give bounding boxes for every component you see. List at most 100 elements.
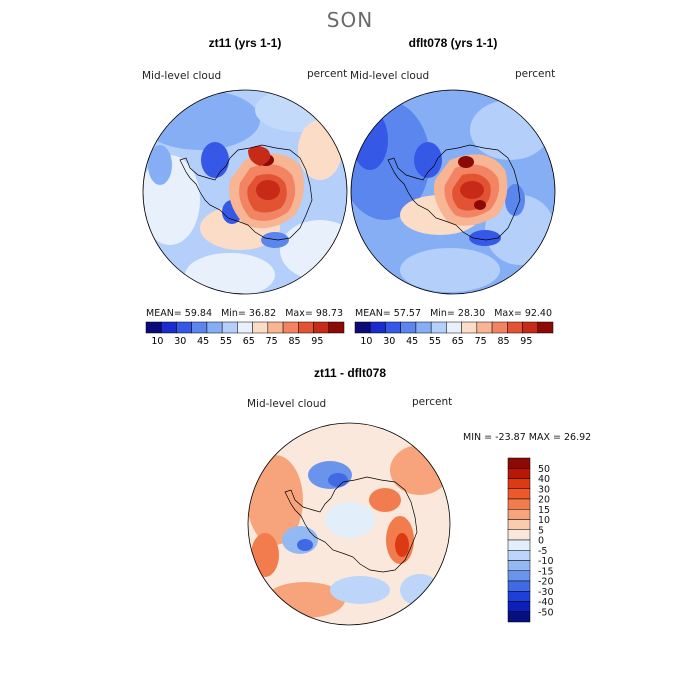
panel1-colorbar-swatch	[176, 321, 192, 334]
panel2-colorbar: 10 30 45 55 65 75 85 95	[354, 321, 554, 347]
panel1-max-value: 98.73	[315, 308, 344, 319]
panel1-variable-label: Mid-level cloud	[142, 70, 222, 82]
panel2-colorbar-tick-label: 85	[497, 336, 509, 347]
panel3-colorbar-swatch	[507, 498, 531, 510]
panel1-min-value: 36.82	[248, 308, 277, 319]
panel3-colorbar-tick-label: 50	[538, 464, 550, 475]
panel2-colorbar-tick-label: 65	[452, 336, 464, 347]
panel1-stats: MEAN= 59.84 Min= 36.82 Max= 98.73	[146, 308, 344, 319]
panel1-colorbar-swatch	[328, 321, 345, 334]
panel2-colorbar-tick-label: 45	[406, 336, 418, 347]
panel2-map-border	[350, 89, 556, 295]
panel3-map	[248, 423, 450, 625]
panel2-colorbar-swatch	[385, 321, 401, 334]
panel3-units-label: percent	[412, 396, 453, 408]
panel2-colorbar-swatch	[430, 321, 447, 334]
panel3-colorbar-tick-label: -15	[538, 566, 554, 577]
panel2-colorbar-swatch	[446, 321, 462, 334]
panel2-colorbar-tick-label: 95	[520, 336, 532, 347]
panel1-colorbar-swatch	[145, 321, 162, 334]
panel2-variable-label: Mid-level cloud	[350, 70, 430, 82]
panel3-min-value: -23.87	[495, 432, 526, 443]
panel1-colorbar-swatch	[313, 321, 330, 334]
panel2-colorbar-tick-label: 30	[383, 336, 395, 347]
panel1-mean-value: 59.84	[184, 308, 212, 319]
panel3-variable-label: Mid-level cloud	[247, 398, 327, 410]
panel3-colorbar-tick-label: 5	[538, 525, 544, 536]
panel3-map-border	[247, 422, 451, 626]
panel1-colorbar-tick-label: 75	[266, 336, 278, 347]
panel1-colorbar: 10 30 45 55 65 75 85 95	[145, 321, 345, 347]
panel3-colorbar-swatch	[507, 570, 531, 582]
panel3-colorbar-swatch	[507, 488, 531, 500]
panel2-min-value: 28.30	[457, 308, 486, 319]
panel2-mean-value: 57.57	[393, 308, 421, 319]
panel1-colorbar-tick-label: 30	[174, 336, 186, 347]
panel3-colorbar-tick-label: 0	[538, 536, 544, 547]
panel1-colorbar-tick-label: 55	[220, 336, 232, 347]
panel3-colorbar-swatch	[507, 539, 531, 551]
panel2-colorbar-swatch	[522, 321, 539, 334]
figure-season-title: SON	[326, 8, 374, 32]
panel3-colorbar-tick-label: -5	[538, 546, 547, 557]
panel3-max-value: 26.92	[564, 432, 592, 443]
panel1-map-border	[142, 89, 348, 295]
panel1-colorbar-tick-label: 95	[311, 336, 323, 347]
panel2-colorbar-swatch	[507, 321, 523, 334]
panel1-colorbar-swatch	[221, 321, 238, 334]
panel1-colorbar-tick-label: 10	[151, 336, 163, 347]
panel3-colorbar-swatch	[507, 468, 531, 479]
panel2-colorbar-tick-label: 55	[429, 336, 441, 347]
panel3-colorbar-swatch	[507, 560, 531, 571]
panel3-title: zt11 - dflt078	[313, 366, 387, 380]
panel1-colorbar-tick-label: 45	[197, 336, 209, 347]
panel2-max-value: 92.40	[524, 308, 553, 319]
panel3-colorbar-tick-label: 30	[538, 484, 550, 495]
panel2-colorbar-swatch	[491, 321, 508, 334]
panel3-colorbar-tick-label: 15	[538, 505, 550, 516]
panel1-colorbar-swatch	[160, 321, 177, 334]
panel2-colorbar-swatch	[537, 321, 554, 334]
panel1-colorbar-tick-label: 85	[288, 336, 300, 347]
panel1-antarctica-coastline	[179, 144, 313, 241]
panel1-colorbar-swatch	[298, 321, 314, 334]
panel2-title: dflt078 (yrs 1-1)	[408, 36, 498, 50]
panel1-colorbar-swatch	[191, 321, 208, 334]
panel1-colorbar-swatch	[267, 321, 284, 334]
panel3-colorbar-swatch	[507, 457, 531, 469]
panel1-colorbar-tick-label: 65	[243, 336, 255, 347]
panel3-colorbar-swatch	[507, 591, 531, 602]
panel3-colorbar-swatch	[507, 601, 531, 612]
panel3-colorbar-swatch	[507, 509, 531, 520]
panel3-colorbar-swatch	[507, 550, 531, 561]
panel2-colorbar-swatch	[476, 321, 493, 334]
panel3-colorbar-tick-label: -10	[538, 556, 554, 567]
panel3-colorbar-tick-label: -40	[538, 597, 554, 608]
panel3-colorbar-swatch	[507, 611, 531, 623]
panel3-antarctica-coastline	[284, 476, 418, 573]
panel2-colorbar-tick-label: 75	[475, 336, 487, 347]
panel1-title: zt11 (yrs 1-1)	[208, 36, 282, 50]
panel2-colorbar-swatch	[354, 321, 371, 334]
panel1-colorbar-swatch	[252, 321, 269, 334]
panel2-colorbar-swatch	[461, 321, 478, 334]
panel2-stats: MEAN= 57.57 Min= 28.30 Max= 92.40	[355, 308, 553, 319]
panel3-colorbar-tick-label: 20	[538, 495, 550, 506]
panel1-colorbar-swatch	[237, 321, 253, 334]
panel2-colorbar-tick-label: 10	[360, 336, 372, 347]
panel2-units-label: percent	[515, 68, 556, 80]
panel2-colorbar-swatch	[415, 321, 432, 334]
panel3-colorbar-swatch	[507, 478, 531, 489]
panel2-colorbar-swatch	[400, 321, 417, 334]
panel2-colorbar-swatch	[369, 321, 386, 334]
panel3-minmax: MIN = -23.87 MAX = 26.92	[463, 432, 592, 443]
panel1-colorbar-swatch	[282, 321, 299, 334]
panel3-colorbar-swatch	[507, 580, 531, 592]
panel3-colorbar-tick-label: -50	[538, 607, 554, 618]
panel2-antarctica-coastline	[387, 144, 521, 241]
panel3-colorbar-tick-label: -30	[538, 587, 554, 598]
panel3-colorbar-swatch	[507, 529, 531, 541]
panel3-colorbar-swatch	[507, 519, 531, 530]
